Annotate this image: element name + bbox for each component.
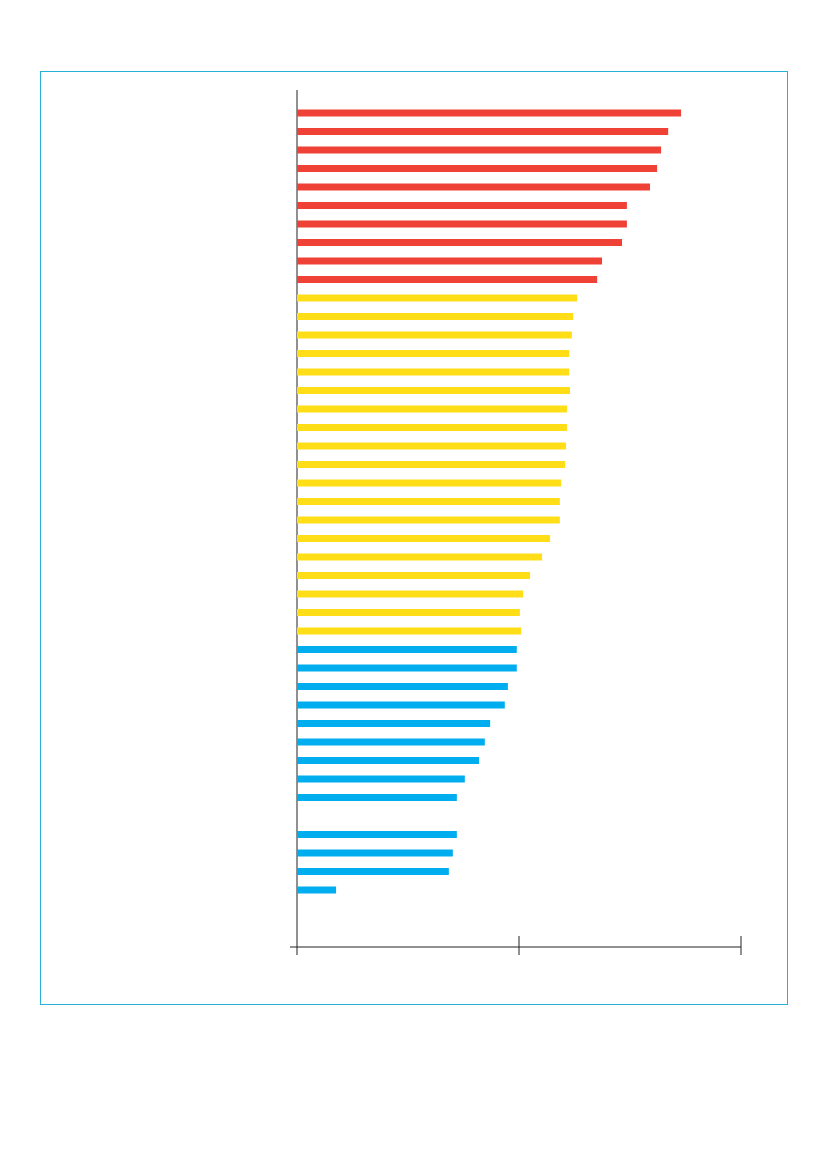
bar — [297, 405, 567, 413]
bar — [297, 775, 465, 783]
bar — [297, 590, 523, 598]
bar — [297, 257, 603, 265]
bar — [297, 794, 457, 801]
bar — [297, 535, 551, 542]
bar — [297, 757, 480, 764]
frame — [40, 71, 788, 1005]
bar — [297, 609, 520, 616]
bar — [297, 664, 517, 672]
bar — [297, 738, 485, 746]
bar — [297, 220, 627, 228]
bar — [297, 646, 517, 653]
bar — [297, 683, 508, 690]
bar — [297, 868, 449, 875]
bar — [297, 202, 627, 209]
bar — [297, 109, 682, 117]
bar — [297, 239, 623, 246]
bar — [297, 313, 574, 320]
bar — [297, 849, 453, 857]
bar — [297, 128, 669, 135]
bar — [297, 701, 505, 709]
bar — [297, 461, 566, 468]
bar — [297, 831, 457, 838]
bar — [297, 442, 567, 450]
bar — [297, 387, 571, 394]
bar — [297, 572, 531, 579]
bar — [297, 516, 560, 524]
bar — [297, 720, 491, 727]
bar — [297, 627, 522, 635]
bar — [297, 146, 662, 154]
bar — [297, 498, 560, 505]
bar — [297, 183, 650, 191]
bar — [297, 165, 658, 172]
bar — [297, 886, 337, 894]
bar — [297, 368, 570, 376]
bar — [297, 350, 570, 357]
bar — [297, 276, 598, 283]
bar — [297, 294, 578, 302]
bar — [297, 424, 567, 431]
bar — [297, 331, 572, 339]
bar — [297, 479, 562, 487]
bar — [297, 553, 543, 561]
